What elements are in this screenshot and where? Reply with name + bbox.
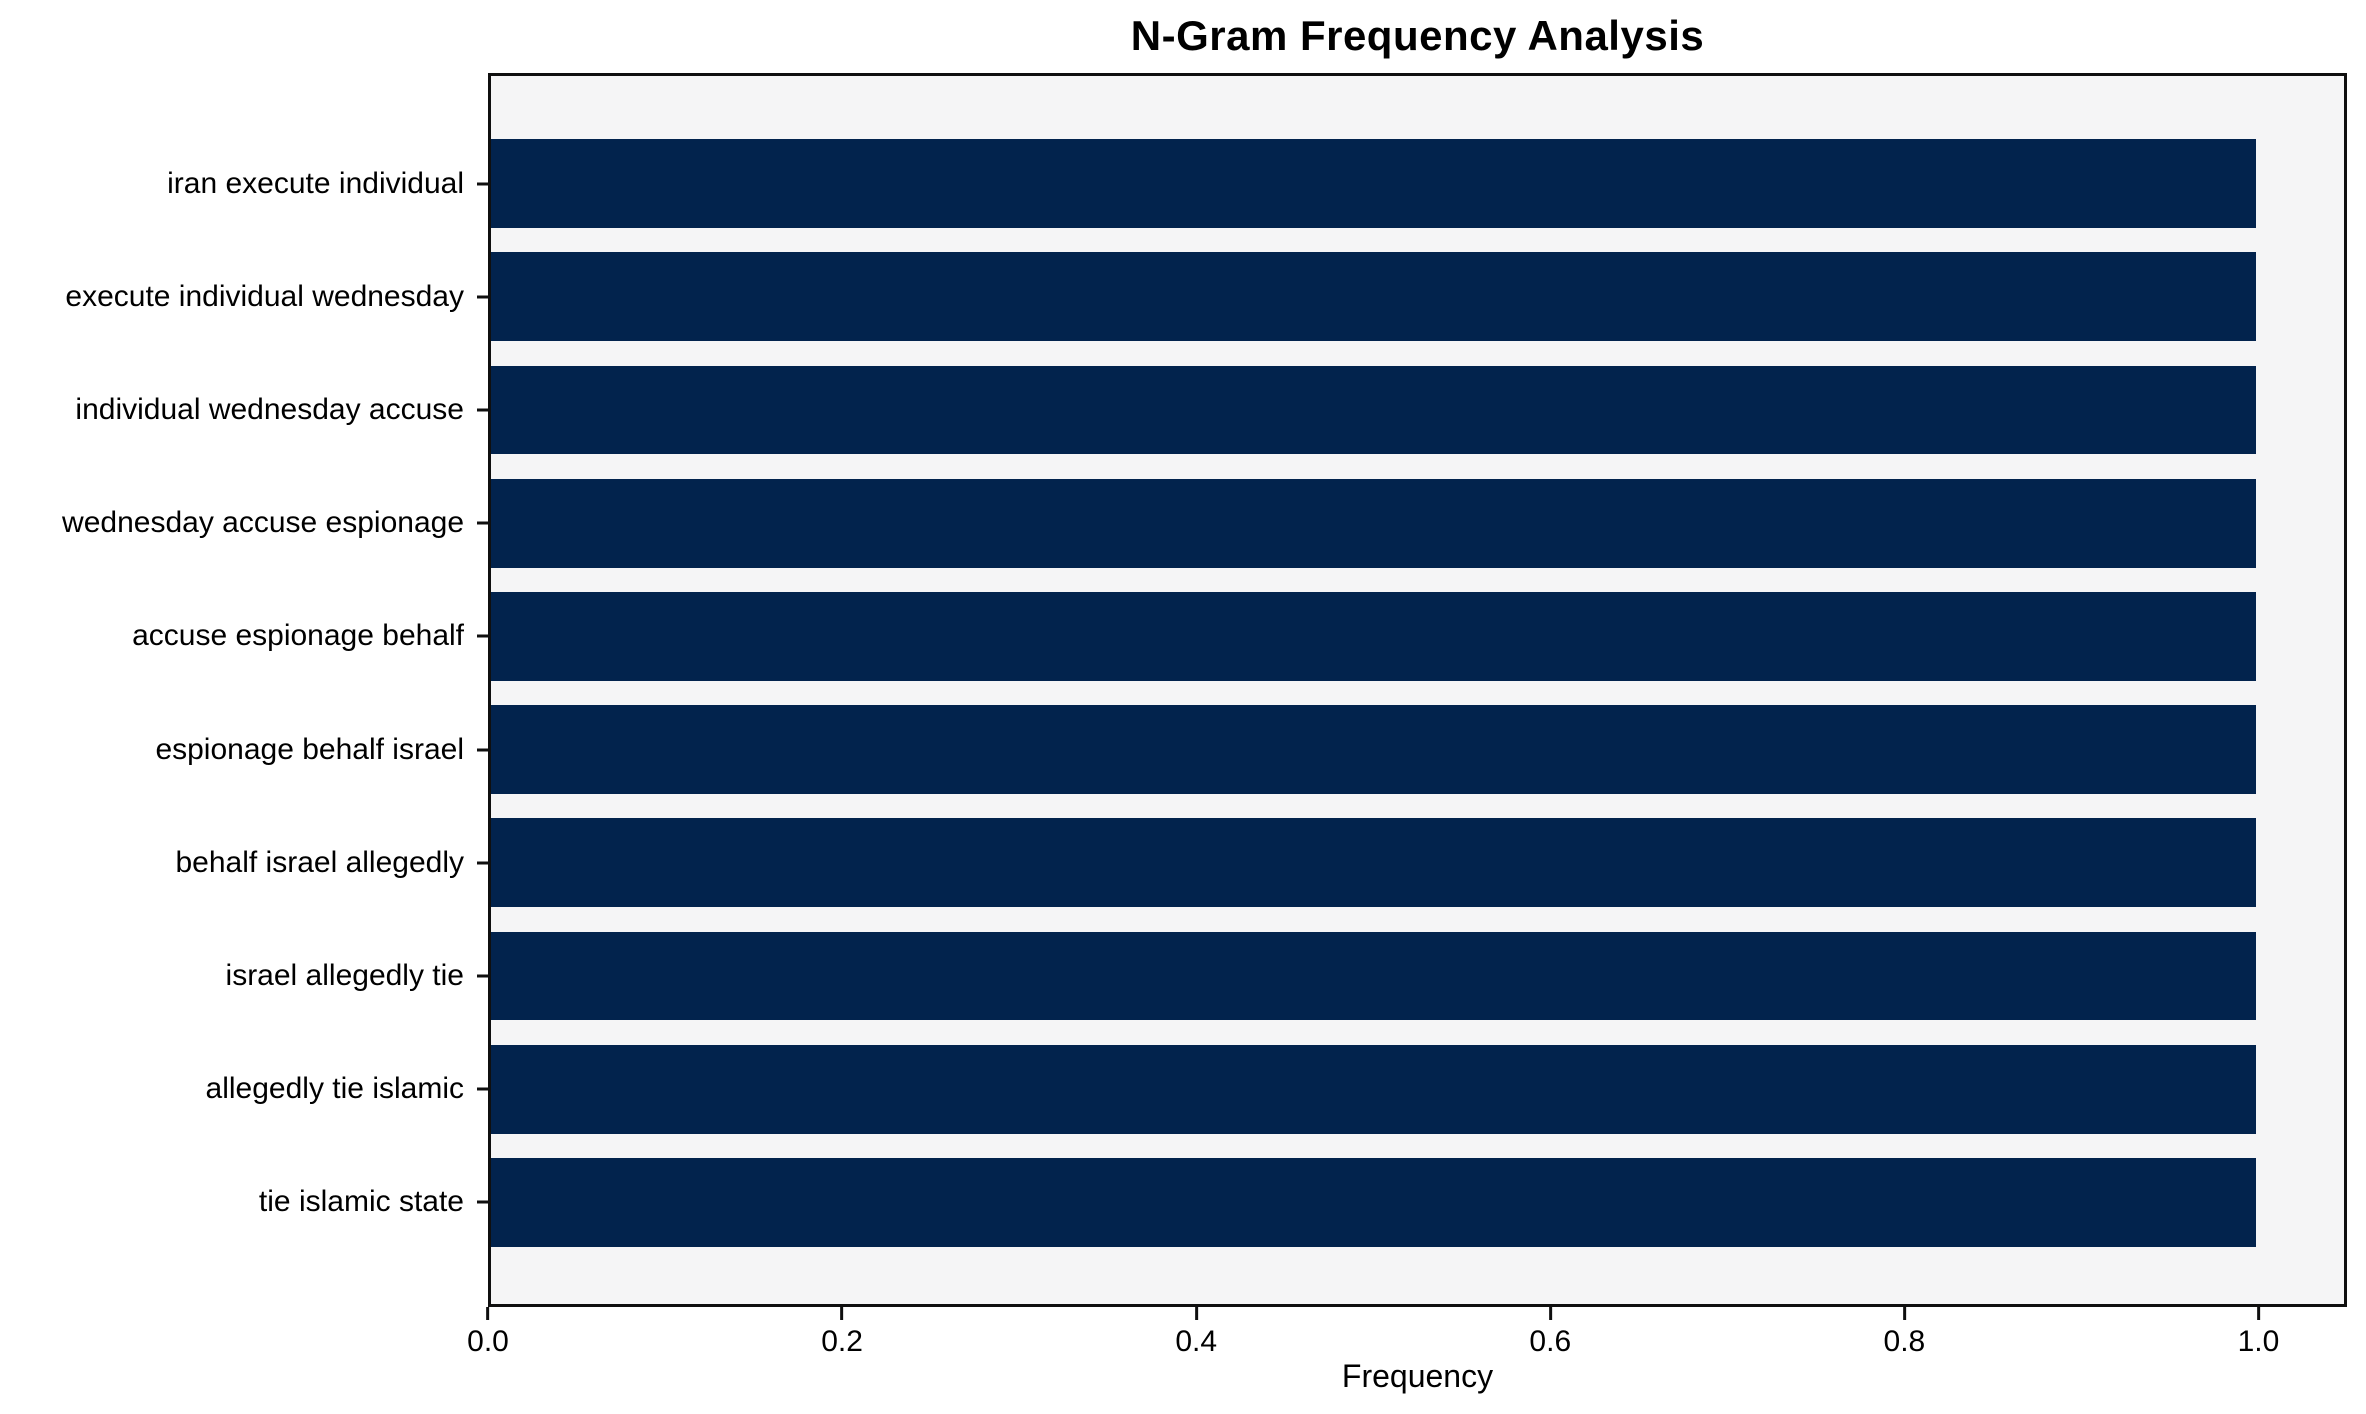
x-tick-label: 0.6 — [1529, 1325, 1572, 1358]
y-tick-mark — [477, 408, 488, 412]
y-tick-mark — [477, 1087, 488, 1091]
y-tick-label: israel allegedly tie — [225, 959, 464, 993]
x-tick: 0.6 — [1529, 1307, 1571, 1359]
x-tick: 0.8 — [1883, 1307, 1926, 1359]
x-tick-label: 0.4 — [1175, 1325, 1218, 1358]
y-tick-mark — [477, 182, 488, 186]
y-tick-label: allegedly tie islamic — [205, 1072, 464, 1106]
bar-row: iran execute individual — [167, 127, 2344, 240]
y-tick-label: espionage behalf israel — [155, 732, 464, 766]
y-tick-label: iran execute individual — [167, 166, 464, 200]
bar — [491, 252, 2256, 342]
bars: iran execute individual execute individua… — [62, 76, 2344, 1304]
bar-row: espionage behalf israel — [155, 693, 2344, 806]
x-tick-mark — [840, 1307, 844, 1320]
bar — [491, 365, 2256, 455]
plot-area: iran execute individual execute individua… — [62, 73, 2347, 1307]
bar — [491, 1044, 2256, 1134]
x-tick: 0.2 — [821, 1307, 863, 1359]
bar — [491, 931, 2256, 1021]
bar — [491, 591, 2256, 681]
x-tick-mark — [1548, 1307, 1552, 1320]
x-tick-label: 0.2 — [821, 1325, 863, 1358]
x-axis-label: Frequency — [1341, 1358, 1494, 1394]
y-tick-mark — [477, 1200, 488, 1204]
y-tick-label: tie islamic state — [258, 1185, 464, 1219]
x-tick-mark — [1194, 1307, 1198, 1320]
bar — [491, 139, 2256, 229]
bar-row: behalf israel allegedly — [175, 806, 2344, 919]
bar-row: individual wednesday accuse — [75, 353, 2344, 466]
bar — [491, 478, 2256, 568]
y-tick-mark — [477, 521, 488, 525]
y-tick-mark — [477, 295, 488, 299]
y-tick-mark — [477, 974, 488, 978]
bar-row: wednesday accuse espionage — [62, 467, 2344, 580]
y-tick-label: execute individual wednesday — [65, 279, 464, 313]
x-tick: 0.4 — [1175, 1307, 1217, 1359]
bar — [491, 818, 2256, 908]
bar-row: israel allegedly tie — [226, 919, 2344, 1032]
bar — [491, 705, 2256, 795]
bar-row: execute individual wednesday — [65, 240, 2344, 353]
y-tick-mark — [477, 748, 488, 752]
x-tick: 0.0 — [467, 1307, 509, 1359]
y-tick-label: behalf israel allegedly — [175, 845, 464, 879]
x-tick: 1.0 — [2237, 1307, 2280, 1359]
x-tick-mark — [486, 1307, 490, 1320]
chart-title: N-Gram Frequency Analysis — [1130, 12, 1705, 59]
x-axis: 0.0 0.2 0.4 0.6 0.8 1.0 — [467, 1307, 2347, 1367]
bar-row: tie islamic state — [259, 1146, 2344, 1259]
x-tick-mark — [1902, 1307, 1906, 1320]
x-tick-label: 0.8 — [1883, 1325, 1926, 1358]
bar — [491, 1158, 2256, 1247]
x-tick-mark — [2256, 1307, 2260, 1320]
y-tick-label: individual wednesday accuse — [75, 393, 464, 426]
y-tick-label: wednesday accuse espionage — [62, 506, 464, 540]
x-tick-label: 0.0 — [467, 1325, 509, 1358]
bar-row: accuse espionage behalf — [132, 580, 2344, 693]
x-tick-label: 1.0 — [2237, 1325, 2280, 1358]
bar-row: allegedly tie islamic — [206, 1033, 2344, 1146]
y-tick-label: accuse espionage behalf — [132, 619, 464, 653]
y-tick-mark — [477, 861, 488, 865]
y-tick-mark — [477, 634, 488, 638]
